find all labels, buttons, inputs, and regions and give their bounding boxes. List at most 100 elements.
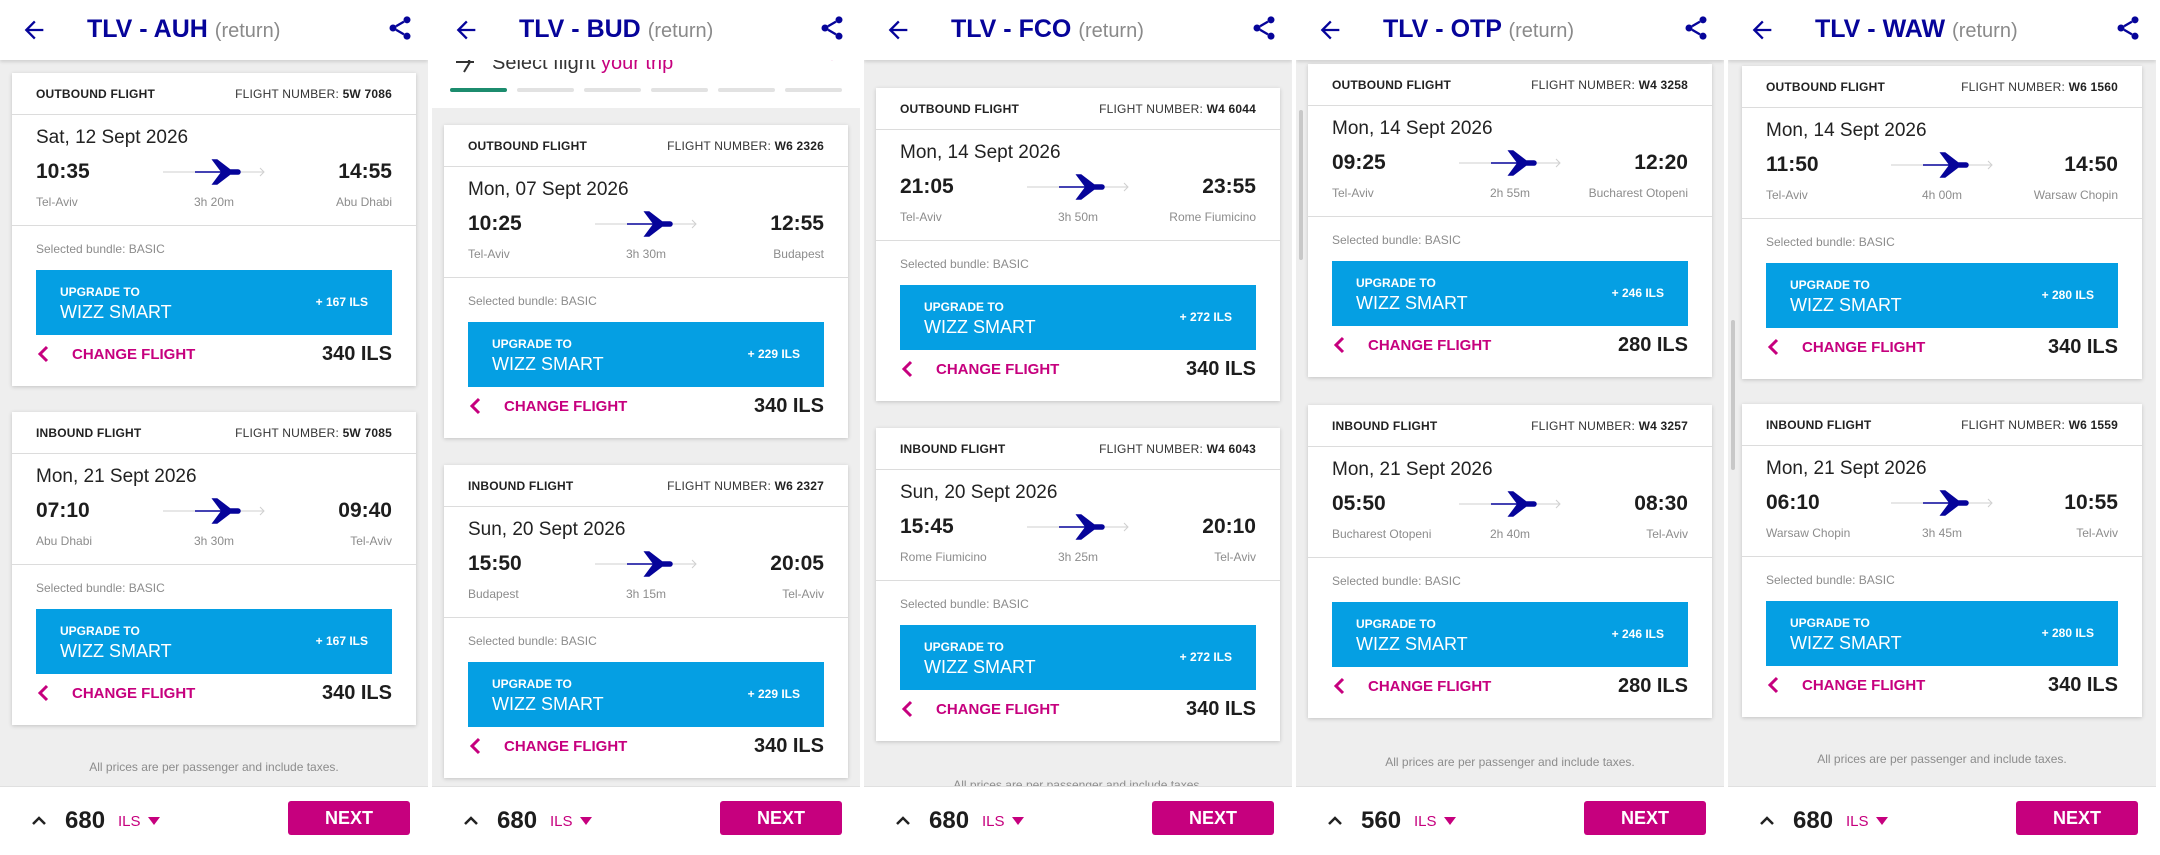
next-button[interactable]: NEXT <box>288 801 410 835</box>
price-note: All prices are per passenger and include… <box>89 760 339 774</box>
share-icon[interactable] <box>1250 14 1278 42</box>
back-arrow-icon[interactable] <box>20 16 48 44</box>
arrival-time: 14:50 <box>2064 153 2118 176</box>
chevron-up-icon[interactable] <box>30 813 48 827</box>
route-label: TLV - FCO <box>951 15 1072 43</box>
next-button[interactable]: NEXT <box>1152 801 1274 835</box>
change-flight-button[interactable]: CHANGE FLIGHT <box>1332 677 1491 695</box>
chevron-up-icon[interactable] <box>462 813 480 827</box>
back-arrow-icon[interactable] <box>884 16 912 44</box>
bottom-bar: 680 ILS NEXT <box>1728 786 2156 855</box>
upgrade-caption: UPGRADE TO <box>492 337 572 351</box>
change-flight-button[interactable]: CHANGE FLIGHT <box>36 684 195 702</box>
change-flight-button[interactable]: CHANGE FLIGHT <box>36 345 195 363</box>
upgrade-wizz-smart-button[interactable]: UPGRADE TO WIZZ SMART + 229 ILS <box>468 662 824 727</box>
currency-select[interactable]: ILS <box>1846 813 1869 830</box>
arrival-time: 10:55 <box>2064 491 2118 514</box>
departure-time: 15:45 <box>900 515 954 538</box>
flight-duration: 3h 30m <box>193 534 235 548</box>
arrival-time: 14:55 <box>338 160 392 183</box>
return-label: (return) <box>1508 20 1575 42</box>
flight-duration: 2h 55m <box>1489 186 1531 200</box>
next-button[interactable]: NEXT <box>720 801 842 835</box>
back-arrow-icon[interactable] <box>452 16 480 44</box>
route-label: TLV - BUD <box>519 15 641 43</box>
arrival-time: 20:05 <box>770 552 824 575</box>
return-label: (return) <box>1952 20 2018 42</box>
caret-down-icon[interactable] <box>580 817 592 825</box>
selected-bundle: Selected bundle: BASIC <box>468 294 597 308</box>
bottom-bar: 560 ILS NEXT <box>1296 786 1724 855</box>
destination-city: Abu Dhabi <box>335 195 392 209</box>
scrollbar[interactable] <box>1731 320 1735 470</box>
screen-tlv-otp: TLV - OTP (return) OUTBOUND FLIGHT FLIGHT… <box>1296 0 1728 855</box>
share-icon[interactable] <box>1682 14 1710 42</box>
card-header: INBOUND FLIGHT FLIGHT NUMBER: W4 6043 <box>876 428 1280 470</box>
change-flight-button[interactable]: CHANGE FLIGHT <box>468 737 627 755</box>
chevron-left-icon <box>37 684 49 702</box>
change-flight-button[interactable]: CHANGE FLIGHT <box>468 397 627 415</box>
chevron-up-icon[interactable] <box>1758 813 1776 827</box>
next-button[interactable]: NEXT <box>1584 801 1706 835</box>
departure-time: 06:10 <box>1766 491 1820 514</box>
currency-select[interactable]: ILS <box>982 813 1005 830</box>
flight-number-value: W6 1560 <box>2068 79 2118 94</box>
upgrade-wizz-smart-button[interactable]: UPGRADE TO WIZZ SMART + 246 ILS <box>1332 602 1688 667</box>
currency-select[interactable]: ILS <box>550 813 573 830</box>
back-arrow-icon[interactable] <box>1748 16 1776 44</box>
share-icon[interactable] <box>386 14 414 42</box>
next-button[interactable]: NEXT <box>2016 801 2138 835</box>
upgrade-price: + 167 ILS <box>315 634 368 648</box>
chevron-left-icon <box>1767 338 1779 356</box>
page-title: TLV - OTP (return) <box>1383 15 1574 44</box>
flight-number-value: W6 2326 <box>774 138 824 153</box>
flight-number-label: FLIGHT NUMBER: <box>1961 79 2066 94</box>
change-flight-label: CHANGE FLIGHT <box>72 345 196 363</box>
direction-label: OUTBOUND FLIGHT <box>900 101 1019 116</box>
caret-down-icon[interactable] <box>1012 817 1024 825</box>
screen-tlv-bud: TLV - BUD (return) Select flight your tr… <box>432 0 864 855</box>
upgrade-wizz-smart-button[interactable]: UPGRADE TO WIZZ SMART + 272 ILS <box>900 285 1256 350</box>
chevron-up-icon[interactable] <box>1326 813 1344 827</box>
card-header: INBOUND FLIGHT FLIGHT NUMBER: W6 2327 <box>444 465 848 507</box>
upgrade-price: + 229 ILS <box>747 347 800 361</box>
back-arrow-icon[interactable] <box>1316 16 1344 44</box>
destination-city: Tel-Aviv <box>782 587 824 601</box>
scrollbar[interactable] <box>1299 110 1303 260</box>
arrival-time: 08:30 <box>1634 492 1688 515</box>
direction-label: INBOUND FLIGHT <box>36 425 142 440</box>
arrival-time: 12:55 <box>770 212 824 235</box>
caret-down-icon[interactable] <box>1444 817 1456 825</box>
caret-down-icon[interactable] <box>1876 817 1888 825</box>
caret-down-icon[interactable] <box>148 817 160 825</box>
departure-time: 10:25 <box>468 212 522 235</box>
flight-number: FLIGHT NUMBER: W4 6043 <box>1099 442 1256 456</box>
departure-time: 07:10 <box>36 499 90 522</box>
upgrade-wizz-smart-button[interactable]: UPGRADE TO WIZZ SMART + 167 ILS <box>36 270 392 335</box>
upgrade-wizz-smart-button[interactable]: UPGRADE TO WIZZ SMART + 229 ILS <box>468 322 824 387</box>
upgrade-wizz-smart-button[interactable]: UPGRADE TO WIZZ SMART + 280 ILS <box>1766 263 2118 328</box>
change-flight-button[interactable]: CHANGE FLIGHT <box>1766 338 1925 356</box>
flight-duration: 4h 00m <box>1921 188 1963 202</box>
currency-select[interactable]: ILS <box>1414 813 1437 830</box>
change-flight-button[interactable]: CHANGE FLIGHT <box>1766 676 1925 694</box>
change-flight-button[interactable]: CHANGE FLIGHT <box>1332 336 1491 354</box>
page-title: TLV - AUH (return) <box>87 15 280 44</box>
plane-icon <box>163 498 265 524</box>
share-icon[interactable] <box>2114 14 2142 42</box>
change-flight-button[interactable]: CHANGE FLIGHT <box>900 700 1059 718</box>
app-bar: TLV - OTP (return) <box>1296 0 1724 60</box>
flight-price: 340 ILS <box>2047 335 2118 358</box>
upgrade-wizz-smart-button[interactable]: UPGRADE TO WIZZ SMART + 167 ILS <box>36 609 392 674</box>
share-icon[interactable] <box>818 14 846 42</box>
upgrade-wizz-smart-button[interactable]: UPGRADE TO WIZZ SMART + 280 ILS <box>1766 601 2118 666</box>
origin-city: Tel-Aviv <box>468 247 510 261</box>
flight-number-label: FLIGHT NUMBER: <box>1961 417 2066 432</box>
upgrade-wizz-smart-button[interactable]: UPGRADE TO WIZZ SMART + 246 ILS <box>1332 261 1688 326</box>
selected-bundle: Selected bundle: BASIC <box>1766 573 1895 587</box>
currency-select[interactable]: ILS <box>118 813 141 830</box>
change-flight-button[interactable]: CHANGE FLIGHT <box>900 360 1059 378</box>
upgrade-caption: UPGRADE TO <box>492 677 572 691</box>
chevron-up-icon[interactable] <box>894 813 912 827</box>
upgrade-wizz-smart-button[interactable]: UPGRADE TO WIZZ SMART + 272 ILS <box>900 625 1256 690</box>
